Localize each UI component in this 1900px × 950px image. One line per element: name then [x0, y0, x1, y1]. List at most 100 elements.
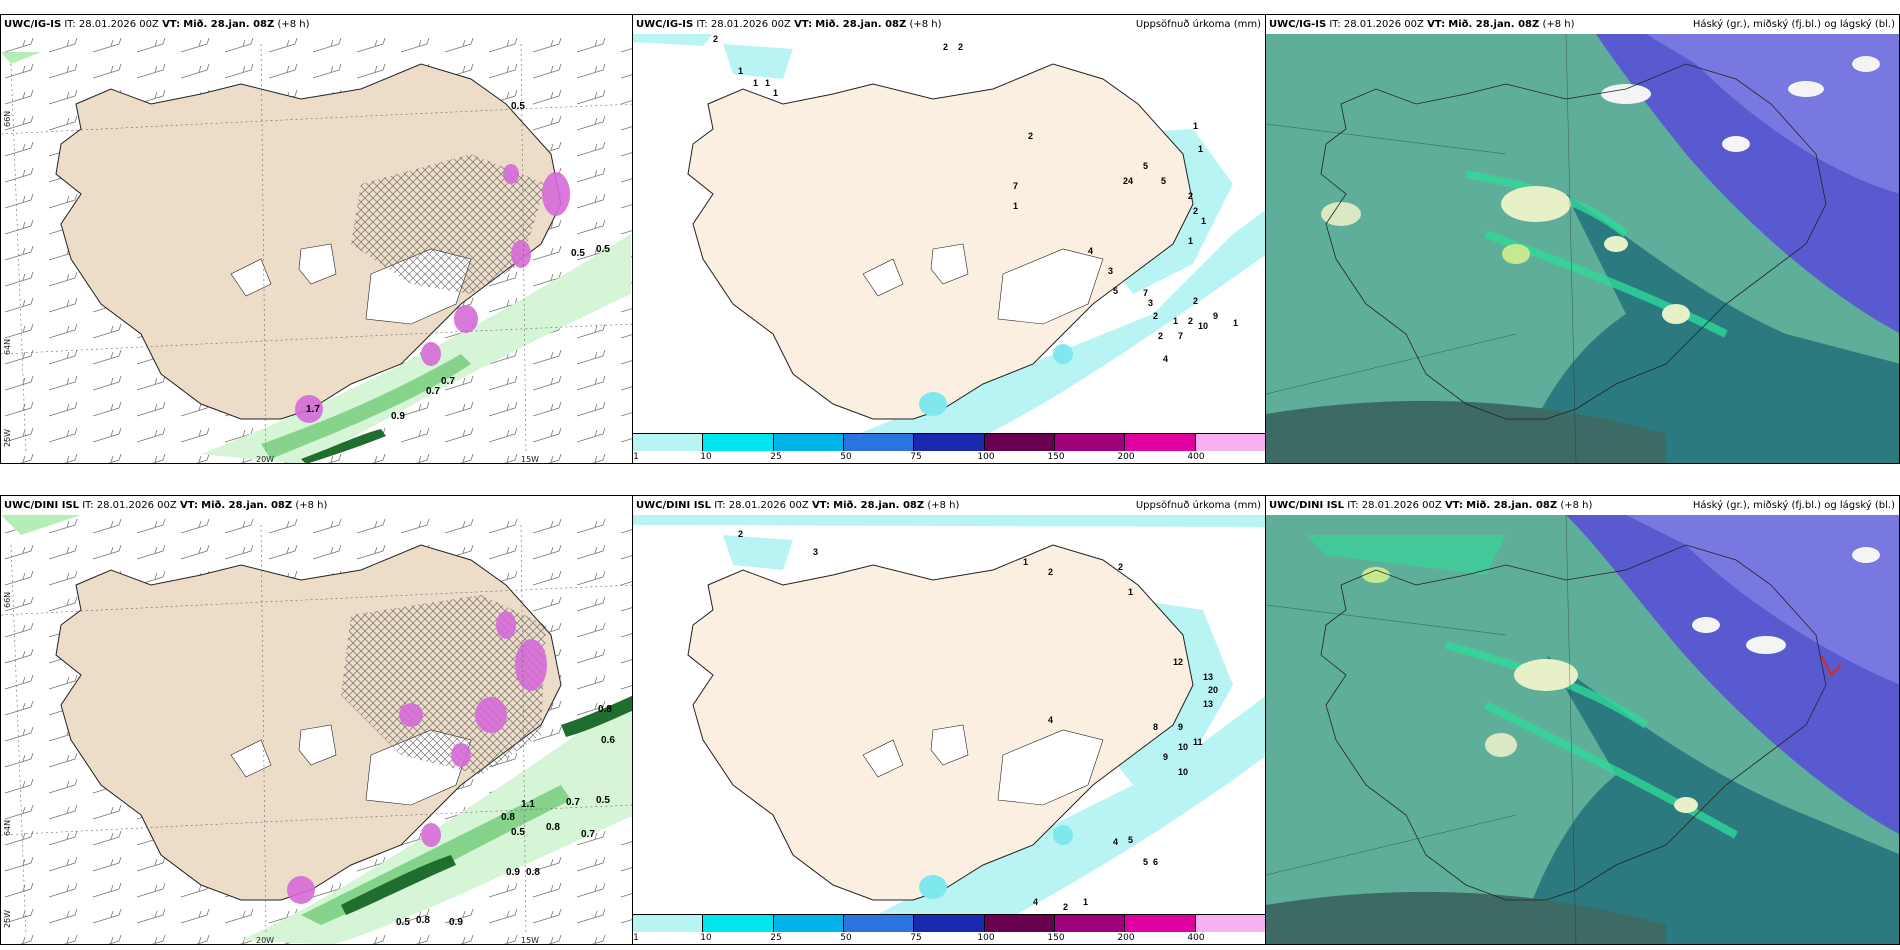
colorbar-tick: 1	[633, 452, 639, 462]
wind-value: 0.5	[511, 101, 525, 112]
precip-value-label: 2	[1063, 902, 1068, 912]
wind-value: 0.7	[441, 376, 455, 387]
precip-value-label: 9	[1163, 752, 1168, 762]
wind-value: 0.8	[416, 915, 430, 926]
precip-value-label: 7	[1013, 181, 1018, 191]
precip-value-label: 2	[1123, 176, 1128, 186]
colorbar-swatch	[984, 434, 1055, 451]
lat-label: 66N	[3, 591, 12, 608]
precip-colorbar	[633, 433, 1265, 451]
panel-header: UWC/DINI ISL IT: 28.01.2026 00Z VT: Mið.…	[636, 500, 960, 511]
precip-value-label: 2	[958, 42, 963, 52]
colorbar-swatch	[1125, 434, 1196, 451]
colorbar-tick: 100	[977, 452, 995, 462]
panel-header: UWC/DINI ISL IT: 28.01.2026 00Z VT: Mið.…	[1269, 500, 1593, 511]
precip-value-label: 11	[1193, 737, 1203, 747]
panel-header: UWC/DINI ISL IT: 28.01.2026 00Z VT: Mið.…	[4, 500, 328, 511]
precip-value-label: 3	[1108, 266, 1113, 276]
product-title: Uppsöfnuð úrkoma (mm)	[1135, 19, 1261, 30]
precip-value-label: 2	[1048, 567, 1053, 577]
panel-precip-bottom: UWC/DINI ISL IT: 28.01.2026 00Z VT: Mið.…	[632, 495, 1266, 945]
colorbar-swatch	[843, 434, 915, 451]
product-title: Háský (gr.), miðský (fj.bl.) og lágský (…	[1692, 500, 1895, 511]
lat-label: 64N	[3, 338, 12, 355]
colorbar-tick: 25	[770, 452, 782, 462]
wind-value: 0.8	[501, 812, 515, 823]
colorbar-swatch	[914, 434, 985, 451]
panel-clouds-bottom: UWC/DINI ISL IT: 28.01.2026 00Z VT: Mið.…	[1265, 495, 1900, 945]
precip-value-label: 13	[1203, 699, 1213, 709]
colorbar-swatch	[773, 434, 844, 451]
colorbar-tick: 150	[1047, 452, 1065, 462]
wind-value: 1.7	[306, 404, 320, 415]
colorbar-swatch	[633, 915, 704, 932]
precip-value-label: 1	[738, 66, 743, 76]
wind-value: 1.1	[521, 799, 535, 810]
precip-value-label: 1	[753, 78, 758, 88]
precip-value-label: 7	[1143, 288, 1148, 298]
panel-precip-top: UWC/IG-IS IT: 28.01.2026 00Z VT: Mið. 28…	[632, 14, 1266, 464]
colorbar-tick: 50	[840, 933, 852, 943]
precip-value-label: 5	[1143, 161, 1148, 171]
colorbar-tick: 10	[700, 452, 712, 462]
colorbar-tick: 25	[770, 933, 782, 943]
wind-value: 0.9	[391, 411, 405, 422]
panel-header: UWC/IG-IS IT: 28.01.2026 00Z VT: Mið. 28…	[636, 19, 942, 30]
precip-value-label: 5	[1161, 176, 1166, 186]
cloud-map	[1266, 515, 1899, 944]
product-title: Háský (gr.), miðský (fj.bl.) og lágský (…	[1692, 19, 1895, 30]
precip-value-label: 2	[943, 42, 948, 52]
precip-value-label: 5	[1113, 286, 1118, 296]
colorbar-tick: 200	[1117, 452, 1135, 462]
colorbar-swatch	[703, 434, 774, 451]
lon-label: 15W	[521, 936, 540, 945]
precip-value-label: 2	[1193, 296, 1198, 306]
precip-value-label: 1	[1083, 897, 1088, 907]
colorbar-swatch	[703, 915, 774, 932]
panel-header: UWC/IG-IS IT: 28.01.2026 00Z VT: Mið. 28…	[1269, 19, 1575, 30]
colorbar-tick: 75	[910, 933, 922, 943]
precip-value-label: 2	[1158, 331, 1163, 341]
lon-label: 20W	[256, 936, 275, 945]
precip-value-label: 1	[1188, 236, 1193, 246]
precip-value-label: 2	[1188, 191, 1193, 201]
iceland-outline	[1320, 63, 1827, 420]
lat-label: 66N	[3, 110, 12, 127]
wind-value: 0.5	[596, 244, 610, 255]
precip-value-label: 7	[1178, 331, 1183, 341]
precip-value-label: 12	[1173, 657, 1183, 667]
precip-value-label: 4	[1033, 897, 1038, 907]
wind-value: 0.8	[546, 822, 560, 833]
precip-value-label: 2	[738, 529, 743, 539]
panel-wind-bottom: UWC/DINI ISL IT: 28.01.2026 00Z VT: Mið.…	[0, 495, 633, 945]
precip-value-label: 1	[773, 88, 778, 98]
precip-value-label: 2	[1118, 562, 1123, 572]
wind-value: 0.7	[426, 386, 440, 397]
precip-value-label: 9	[1213, 311, 1218, 321]
lon-label: 20W	[256, 455, 275, 464]
cloud-map	[1266, 34, 1899, 463]
precip-value-label: 2	[1193, 206, 1198, 216]
colorbar-swatch	[984, 915, 1055, 932]
iceland-landmass	[55, 63, 562, 420]
precip-value-label: 4	[1128, 176, 1133, 186]
panel-header: UWC/IG-IS IT: 28.01.2026 00Z VT: Mið. 28…	[4, 19, 310, 30]
precip-value-label: 2	[713, 34, 718, 44]
precip-value-label: 1	[1013, 201, 1018, 211]
precip-value-label: 1	[1173, 316, 1178, 326]
precip-value-label: 3	[813, 547, 818, 557]
precip-value-label: 1	[1201, 216, 1206, 226]
precip-value-label: 1	[765, 78, 770, 88]
wind-value: 0.7	[566, 797, 580, 808]
wind-value: 0.5	[571, 248, 585, 259]
precip-value-label: 4	[1088, 246, 1093, 256]
precip-value-label: 10	[1178, 742, 1188, 752]
panel-clouds-top: UWC/IG-IS IT: 28.01.2026 00Z VT: Mið. 28…	[1265, 14, 1900, 464]
wind-value: 0.8	[526, 867, 540, 878]
colorbar-swatch	[633, 434, 704, 451]
colorbar-tick: 75	[910, 452, 922, 462]
colorbar-swatch	[1054, 915, 1126, 932]
colorbar-swatch	[914, 915, 985, 932]
